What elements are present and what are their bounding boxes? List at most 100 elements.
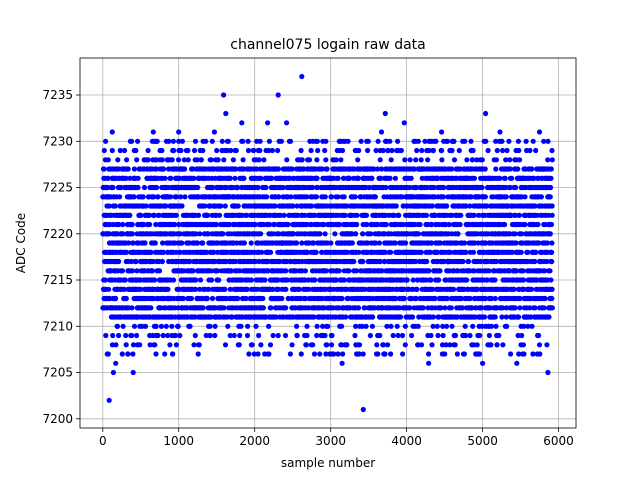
data-point: [214, 148, 219, 153]
data-point: [217, 213, 222, 218]
data-point: [419, 157, 424, 162]
data-point: [441, 194, 446, 199]
data-point: [329, 194, 334, 199]
data-point: [262, 277, 267, 282]
data-point: [400, 333, 405, 338]
data-point: [460, 259, 465, 264]
data-point: [231, 157, 236, 162]
data-point: [437, 268, 442, 273]
data-point: [276, 166, 281, 171]
data-point: [462, 351, 467, 356]
data-point: [185, 148, 190, 153]
data-point: [134, 157, 139, 162]
data-point: [120, 268, 125, 273]
data-point: [133, 148, 138, 153]
data-point: [307, 157, 312, 162]
data-point: [283, 268, 288, 273]
data-point: [251, 148, 256, 153]
data-point: [315, 139, 320, 144]
data-point: [342, 194, 347, 199]
data-point: [130, 231, 135, 236]
data-point: [315, 148, 320, 153]
data-point: [264, 194, 269, 199]
data-point: [409, 333, 414, 338]
data-point: [389, 148, 394, 153]
data-point: [433, 139, 438, 144]
data-point: [477, 351, 482, 356]
data-point: [257, 148, 262, 153]
data-point: [135, 139, 140, 144]
data-point: [416, 139, 421, 144]
data-point: [258, 176, 263, 181]
data-point: [237, 333, 242, 338]
data-point: [165, 287, 170, 292]
data-point: [445, 139, 450, 144]
data-point: [361, 351, 366, 356]
data-point: [130, 351, 135, 356]
data-point: [419, 148, 424, 153]
data-point: [121, 324, 126, 329]
data-point: [150, 268, 155, 273]
data-point: [299, 351, 304, 356]
data-point: [471, 148, 476, 153]
data-point: [453, 333, 458, 338]
data-point: [132, 166, 137, 171]
data-point: [424, 213, 429, 218]
data-point: [312, 351, 317, 356]
data-point: [421, 305, 426, 310]
data-point: [103, 139, 108, 144]
data-point: [253, 324, 258, 329]
data-point: [250, 342, 255, 347]
data-point: [324, 342, 329, 347]
data-point: [162, 351, 167, 356]
data-point: [354, 222, 359, 227]
data-point: [213, 324, 218, 329]
data-point: [424, 259, 429, 264]
data-point: [464, 277, 469, 282]
data-point: [477, 333, 482, 338]
data-point: [304, 324, 309, 329]
data-point: [169, 324, 174, 329]
data-point: [179, 203, 184, 208]
data-point: [110, 148, 115, 153]
data-point: [276, 333, 281, 338]
data-point: [403, 342, 408, 347]
data-point: [207, 324, 212, 329]
data-point: [356, 148, 361, 153]
data-point: [154, 324, 159, 329]
data-point: [260, 296, 265, 301]
data-point: [116, 333, 121, 338]
data-point: [449, 166, 454, 171]
data-point: [153, 240, 158, 245]
data-point: [174, 213, 179, 218]
data-point: [435, 324, 440, 329]
data-point: [155, 139, 160, 144]
data-point: [127, 213, 132, 218]
data-point: [228, 176, 233, 181]
data-point: [263, 185, 268, 190]
data-point: [462, 240, 467, 245]
data-point: [389, 157, 394, 162]
data-point: [115, 157, 120, 162]
data-point: [344, 342, 349, 347]
data-point: [360, 259, 365, 264]
data-point: [268, 305, 273, 310]
data-point: [428, 333, 433, 338]
data-point: [210, 139, 215, 144]
data-point: [182, 166, 187, 171]
data-point: [463, 324, 468, 329]
data-point: [314, 157, 319, 162]
data-point: [394, 203, 399, 208]
data-point: [414, 287, 419, 292]
data-point: [134, 333, 139, 338]
data-point: [113, 296, 118, 301]
data-point: [375, 351, 380, 356]
data-point: [356, 176, 361, 181]
data-point: [180, 139, 185, 144]
data-point: [179, 240, 184, 245]
data-point: [186, 157, 191, 162]
data-point: [171, 139, 176, 144]
data-point: [193, 333, 198, 338]
data-point: [235, 296, 240, 301]
data-point: [238, 324, 243, 329]
